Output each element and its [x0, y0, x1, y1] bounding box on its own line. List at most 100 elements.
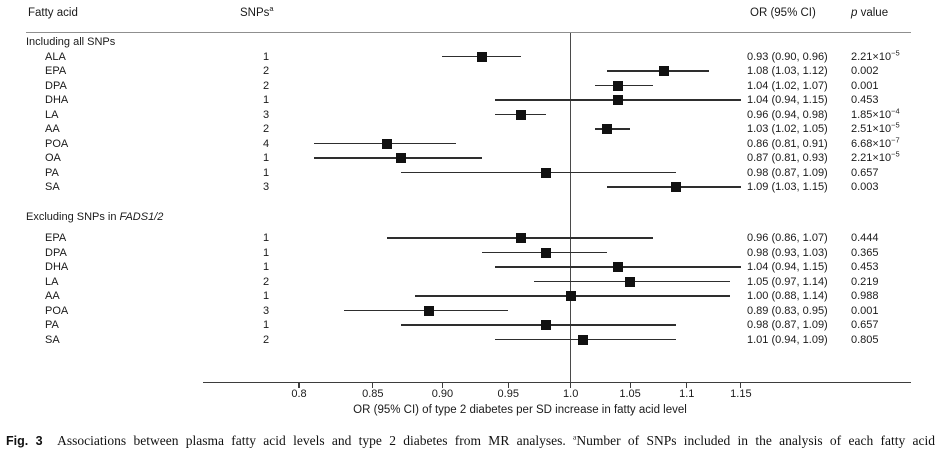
x-axis-tick	[441, 383, 443, 389]
p-value: 2.21×10−5	[851, 149, 900, 164]
fatty-acid-label: OA	[45, 152, 61, 164]
snp-count: 2	[262, 79, 270, 92]
or-point-marker	[396, 153, 407, 163]
or-ci-value: 1.05 (0.97, 1.14)	[747, 275, 828, 288]
or-ci-value: 0.96 (0.94, 0.98)	[747, 108, 828, 121]
x-axis-tick-label: 1.1	[679, 388, 695, 400]
snp-count: 3	[262, 181, 270, 193]
snp-count: 1	[262, 152, 270, 164]
snp-count: 2	[262, 123, 270, 135]
fatty-acid-label: POA	[45, 137, 69, 150]
or-point-marker	[423, 305, 434, 316]
snp-count: 1	[262, 50, 270, 63]
or-ci-value: 0.98 (0.87, 1.09)	[747, 319, 828, 331]
x-axis-tick	[372, 383, 374, 389]
ci-whisker	[606, 70, 709, 72]
ci-whisker	[594, 84, 654, 87]
or-ci-value: 0.98 (0.87, 1.09)	[747, 166, 828, 179]
fatty-acid-label: AA	[45, 290, 60, 302]
x-axis-line	[203, 382, 911, 384]
column-header-or-ci: OR (95% CI)	[750, 7, 816, 19]
fatty-acid-label: PA	[45, 319, 59, 331]
x-axis-title: OR (95% CI) of type 2 diabetes per SD in…	[353, 404, 687, 416]
fatty-acid-label: ALA	[45, 50, 66, 63]
or-point-marker	[515, 109, 526, 120]
p-value: 0.805	[851, 333, 879, 346]
or-point-marker	[670, 182, 681, 192]
p-value: 2.51×10−5	[851, 120, 900, 135]
snp-count: 1	[262, 166, 270, 179]
figure-caption-label: Fig. 3	[6, 434, 43, 448]
x-axis-tick-label: 1.15	[730, 388, 752, 400]
p-value: 0.365	[851, 246, 879, 259]
x-axis-tick-label: 0.8	[291, 388, 307, 400]
p-value: 6.68×10−7	[851, 134, 900, 150]
snp-count: 3	[262, 108, 270, 121]
or-point-marker	[613, 95, 624, 105]
fatty-acid-label: LA	[45, 108, 59, 121]
or-ci-value: 0.87 (0.81, 0.93)	[747, 152, 828, 164]
x-axis-tick-label: 1.0	[563, 388, 579, 400]
snp-count: 2	[262, 65, 270, 77]
or-point-marker	[541, 167, 552, 178]
fatty-acid-label: DPA	[45, 79, 67, 92]
or-point-marker	[625, 276, 636, 287]
or-point-marker	[613, 80, 624, 91]
or-ci-value: 0.89 (0.83, 0.95)	[747, 304, 828, 317]
header-divider	[26, 32, 911, 33]
p-value: 0.002	[851, 65, 879, 77]
figure-caption-superscript: a	[573, 432, 577, 442]
section-header: Including all SNPs	[26, 36, 116, 48]
or-ci-value: 1.00 (0.88, 1.14)	[747, 290, 828, 302]
figure-caption: Fig. 3 Associations between plasma fatty…	[6, 433, 935, 449]
or-point-marker	[613, 262, 624, 272]
fatty-acid-label: AA	[45, 123, 60, 135]
snp-count: 2	[262, 333, 270, 346]
x-axis-tick	[740, 383, 742, 389]
fatty-acid-label: DPA	[45, 246, 67, 259]
fatty-acid-label: POA	[45, 304, 69, 317]
snp-count: 1	[262, 94, 270, 106]
or-ci-value: 0.93 (0.90, 0.96)	[747, 50, 828, 63]
fatty-acid-label: SA	[45, 333, 60, 346]
fatty-acid-label: EPA	[45, 65, 67, 77]
or-point-marker	[601, 124, 612, 134]
p-value: 0.444	[851, 232, 879, 244]
or-point-marker	[577, 334, 588, 345]
or-ci-value: 1.04 (1.02, 1.07)	[747, 79, 828, 92]
p-value: 1.85×10−4	[851, 105, 900, 121]
x-axis-tick-label: 0.90	[431, 388, 454, 400]
x-axis-tick	[298, 383, 300, 389]
or-ci-value: 1.08 (1.03, 1.12)	[747, 65, 828, 77]
fatty-acid-label: DHA	[45, 94, 69, 106]
column-header-snps: SNPsa	[240, 4, 274, 19]
or-ci-value: 0.98 (0.93, 1.03)	[747, 246, 828, 259]
or-point-marker	[541, 247, 552, 258]
fatty-acid-label: DHA	[45, 261, 69, 273]
p-value: 0.001	[851, 79, 879, 92]
p-value: 0.001	[851, 304, 879, 317]
fatty-acid-label: SA	[45, 181, 60, 193]
figure-caption-footnote: Number of SNPs included in the analysis …	[576, 433, 936, 448]
x-axis-tick	[686, 383, 688, 389]
p-value: 0.657	[851, 166, 879, 179]
or-ci-value: 1.04 (0.94, 1.15)	[747, 261, 828, 273]
reference-line-or-1	[570, 33, 572, 382]
x-axis-tick-label: 1.05	[619, 388, 641, 400]
p-value: 2.21×10−5	[851, 47, 900, 63]
snp-count: 3	[262, 304, 270, 317]
p-value: 0.988	[851, 290, 879, 302]
snp-count: 1	[262, 290, 270, 302]
snp-count: 1	[262, 246, 270, 259]
or-point-marker	[541, 320, 552, 330]
x-axis-tick	[507, 383, 509, 389]
p-value: 0.657	[851, 319, 879, 331]
fatty-acid-label: PA	[45, 166, 59, 179]
fatty-acid-label: EPA	[45, 232, 67, 244]
or-point-marker	[382, 138, 393, 149]
snp-count: 1	[262, 232, 270, 244]
p-value: 0.219	[851, 275, 879, 288]
or-ci-value: 1.04 (0.94, 1.15)	[747, 94, 828, 106]
or-ci-value: 1.03 (1.02, 1.05)	[747, 123, 828, 135]
